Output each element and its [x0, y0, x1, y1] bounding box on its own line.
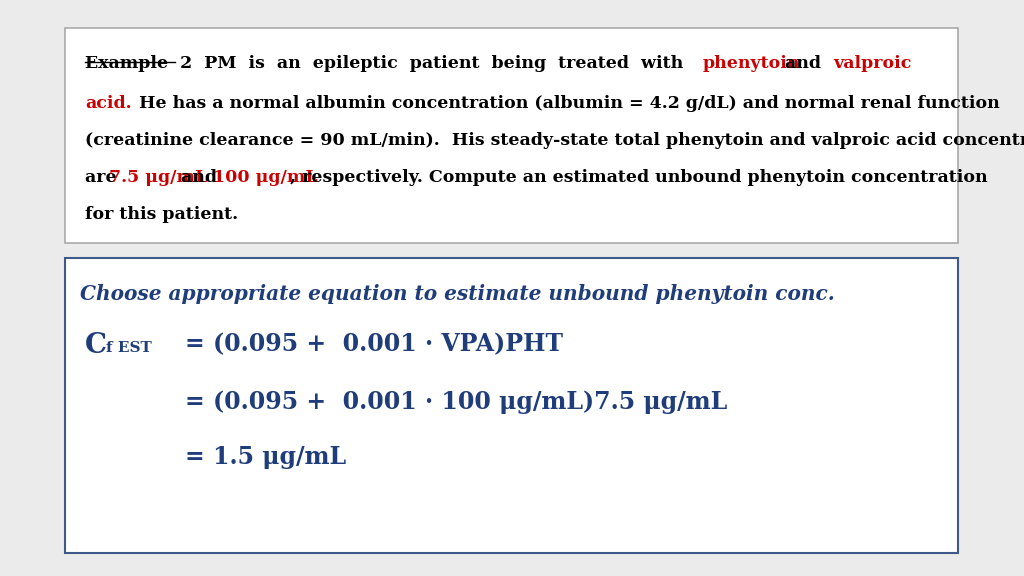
Text: valproic: valproic — [833, 55, 911, 72]
Bar — [65, 28, 958, 243]
Text: Choose appropriate equation to estimate unbound phenytoin conc.: Choose appropriate equation to estimate … — [80, 284, 835, 304]
Text: phenytoin: phenytoin — [703, 55, 801, 72]
Text: f EST: f EST — [106, 341, 152, 355]
Bar — [65, 258, 958, 553]
Text: Example  2  PM  is  an  epileptic  patient  being  treated  with: Example 2 PM is an epileptic patient bei… — [85, 55, 695, 72]
Text: , respectively. Compute an estimated unbound phenytoin concentration: , respectively. Compute an estimated unb… — [290, 169, 987, 186]
Text: (creatinine clearance = 90 mL/min).  His steady-state total phenytoin and valpro: (creatinine clearance = 90 mL/min). His … — [85, 132, 1024, 149]
Text: and: and — [773, 55, 833, 72]
Text: 100 μg/mL: 100 μg/mL — [213, 169, 317, 186]
Text: = (0.095 +  0.001 · 100 μg/mL)7.5 μg/mL: = (0.095 + 0.001 · 100 μg/mL)7.5 μg/mL — [185, 390, 727, 414]
Text: = 1.5 μg/mL: = 1.5 μg/mL — [185, 445, 346, 469]
Text: 7.5 μg/mL: 7.5 μg/mL — [109, 169, 207, 186]
Text: for this patient.: for this patient. — [85, 206, 239, 223]
Text: are: are — [85, 169, 123, 186]
Text: He has a normal albumin concentration (albumin = 4.2 g/dL) and normal renal func: He has a normal albumin concentration (a… — [127, 95, 999, 112]
Text: and: and — [175, 169, 223, 186]
Text: acid.: acid. — [85, 95, 132, 112]
Text: C: C — [85, 332, 106, 359]
Text: = (0.095 +  0.001 · VPA)PHT: = (0.095 + 0.001 · VPA)PHT — [185, 332, 563, 356]
